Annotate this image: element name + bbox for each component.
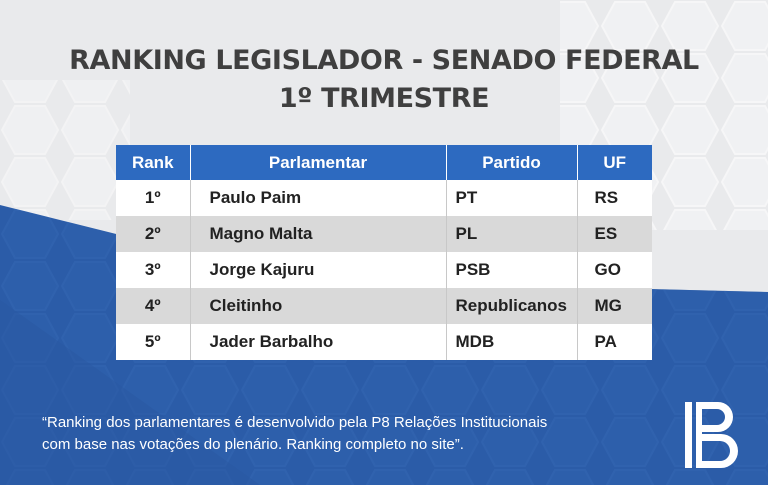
cell-parlamentar: Magno Malta: [190, 216, 447, 252]
cell-uf: MG: [577, 288, 652, 324]
table-row: 4º Cleitinho Republicanos MG: [116, 288, 652, 324]
cell-partido: MDB: [446, 324, 578, 360]
header-partido: Partido: [446, 145, 578, 180]
cell-rank: 4º: [116, 288, 191, 324]
table-row: 1º Paulo Paim PT RS: [116, 180, 652, 216]
cell-rank: 2º: [116, 216, 191, 252]
cell-partido: PSB: [446, 252, 578, 288]
footnote-line-2: com base nas votações do plenário. Ranki…: [42, 436, 464, 453]
title-line-2: 1º TRIMESTRE: [278, 83, 490, 114]
footnote: “Ranking dos parlamentares é desenvolvid…: [42, 412, 642, 456]
cell-parlamentar: Paulo Paim: [190, 180, 447, 216]
cell-rank: 1º: [116, 180, 191, 216]
header-parlamentar: Parlamentar: [190, 145, 447, 180]
table-row: 5º Jader Barbalho MDB PA: [116, 324, 652, 360]
header-rank: Rank: [116, 145, 191, 180]
table-header-row: Rank Parlamentar Partido UF: [116, 145, 652, 180]
table-row: 2º Magno Malta PL ES: [116, 216, 652, 252]
p8-logo-icon: [685, 402, 738, 468]
cell-parlamentar: Cleitinho: [190, 288, 447, 324]
page-title: RANKING LEGISLADOR - SENADO FEDERAL 1º T…: [0, 42, 768, 118]
cell-uf: RS: [577, 180, 652, 216]
cell-partido: PL: [446, 216, 578, 252]
cell-rank: 5º: [116, 324, 191, 360]
cell-partido: PT: [446, 180, 578, 216]
cell-uf: PA: [577, 324, 652, 360]
cell-partido: Republicanos: [446, 288, 578, 324]
cell-uf: GO: [577, 252, 652, 288]
header-uf: UF: [577, 145, 652, 180]
table-row: 3º Jorge Kajuru PSB GO: [116, 252, 652, 288]
ranking-table: Rank Parlamentar Partido UF 1º Paulo Pai…: [116, 145, 652, 360]
footnote-line-1: “Ranking dos parlamentares é desenvolvid…: [42, 414, 548, 431]
cell-rank: 3º: [116, 252, 191, 288]
title-line-1: RANKING LEGISLADOR - SENADO FEDERAL: [69, 45, 699, 76]
cell-parlamentar: Jorge Kajuru: [190, 252, 447, 288]
cell-parlamentar: Jader Barbalho: [190, 324, 447, 360]
cell-uf: ES: [577, 216, 652, 252]
